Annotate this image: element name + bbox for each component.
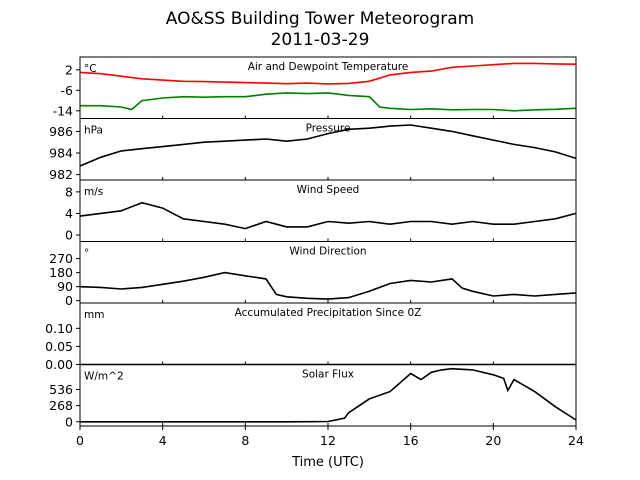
panel-3-ytick-label-2: 90 [57, 279, 73, 294]
panel-1-series-0 [79, 124, 577, 167]
panel-4-ytick-label-2: 0.00 [45, 357, 73, 372]
panel-1-ytick-label-2: 982 [49, 167, 73, 182]
panel-1-name: Pressure [306, 123, 351, 135]
panel-4: 0.10 0.05 0.00 Accumulated Precipitation Si… [45, 302, 577, 372]
x-axis-label: Time (UTC) [291, 455, 364, 470]
panel-2-ytick-label-2: 0 [65, 228, 73, 243]
panel-0-unit: °C [84, 63, 97, 75]
x-tick-label-6: 24 [568, 433, 584, 448]
panel-3-series-0 [79, 271, 577, 300]
panel-3-name: Wind Direction [289, 246, 366, 258]
panel-5-ytick-label-2: 0 [65, 414, 73, 429]
panel-0-series-0 [79, 62, 577, 85]
panel-3-ytick-label-3: 0 [65, 293, 73, 308]
x-tick-label-5: 20 [485, 433, 501, 448]
panel-4-name: Accumulated Precipitation Since 0Z [235, 307, 422, 319]
chart-title: AO&SS Building Tower Meteorogram [166, 9, 474, 29]
panel-0-ytick-label-1: -6 [61, 83, 74, 98]
panel-0-series-1 [80, 92, 577, 112]
x-tick-label-2: 8 [241, 433, 249, 448]
panel-0: 2 -6 -14 Air and Dewpoint Temperature °C [53, 56, 577, 119]
panel-5-ytick-label-0: 536 [49, 382, 73, 397]
x-tick-label-4: 16 [403, 433, 419, 448]
panel-3-ytick-label-1: 180 [49, 265, 73, 280]
panel-0-name: Air and Dewpoint Temperature [248, 61, 409, 73]
panel-2-name: Wind Speed [297, 184, 360, 196]
panel-0-ytick-label-0: 2 [65, 62, 73, 77]
panel-0-ytick-label-2: -14 [53, 103, 73, 118]
panel-1-ytick-label-0: 986 [49, 124, 73, 139]
chart-subtitle: 2011-03-29 [271, 30, 370, 50]
panel-2-ytick-label-1: 4 [65, 206, 73, 221]
panel-3-unit: ° [84, 248, 89, 260]
panel-5-series-0 [80, 367, 577, 423]
panel-2-unit: m/s [84, 186, 103, 198]
x-tick-label-3: 12 [320, 433, 336, 448]
panel-4-ytick-label-1: 0.05 [45, 339, 73, 354]
panel-5-name: Solar Flux [302, 369, 354, 381]
panel-2-ytick-label-0: 8 [65, 184, 73, 199]
panel-2: 8 4 0 Wind Speed m/s [65, 179, 577, 243]
x-tick-label-1: 4 [159, 433, 167, 448]
panel-3-ytick-label-0: 270 [49, 251, 73, 266]
panel-2-series-0 [79, 201, 577, 230]
panel-4-unit: mm [84, 309, 104, 321]
panel-1-unit: hPa [84, 125, 103, 137]
panel-1-ytick-label-1: 984 [49, 146, 73, 161]
panel-5-ytick-label-1: 268 [49, 398, 73, 413]
x-tick-label-0: 0 [76, 433, 84, 448]
panel-4-ytick-label-0: 0.10 [45, 321, 73, 336]
panel-1: 986 984 982 Pressure hPa [49, 118, 577, 182]
panel-5-unit: W/m^2 [84, 371, 124, 383]
x-axis: 0 4 8 12 16 20 24 [76, 426, 584, 448]
